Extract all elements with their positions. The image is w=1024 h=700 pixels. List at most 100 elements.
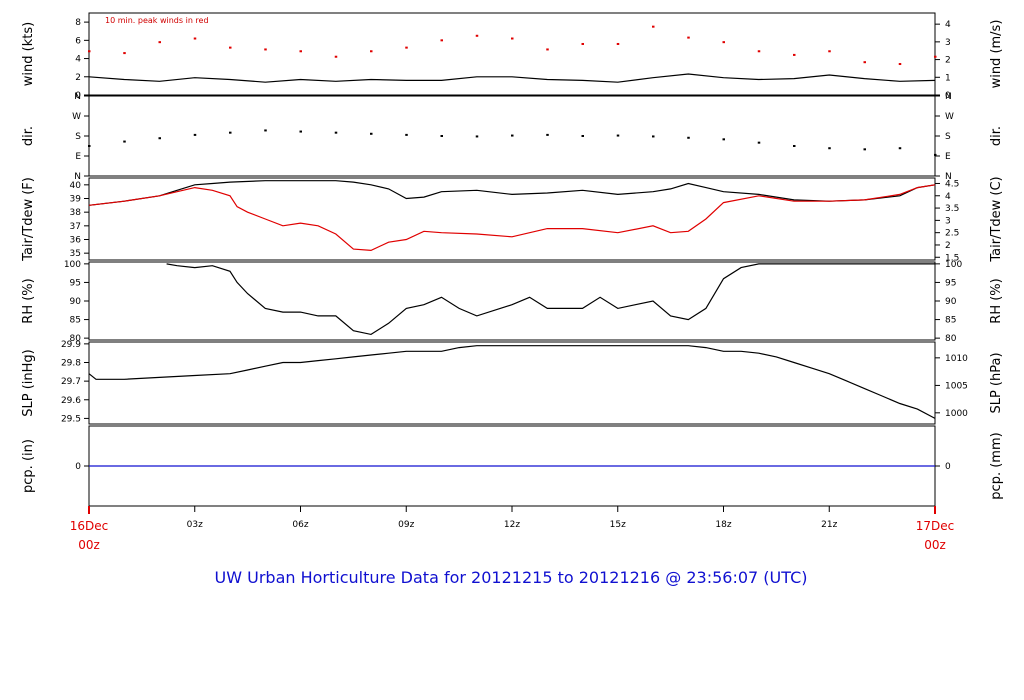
data-point-direction [793,145,796,147]
y-tick-left-label: 29.5 [61,414,81,424]
y-tick-left-label: 35 [70,249,81,259]
y-axis-label-right: pcp. (mm) [989,432,1004,499]
y-axis-label-right: Tair/Tdew (C) [989,176,1004,262]
data-point-peak [616,42,620,45]
y-tick-left-label: 85 [70,316,81,326]
y-tick-left-label: 37 [70,222,81,232]
series-line-Tair [88,180,936,206]
data-point-peak [898,63,902,66]
data-point-peak [334,55,338,58]
data-point-direction [334,131,338,134]
data-point-peak [405,46,408,49]
x-tick-label: 18z [715,520,731,530]
y-tick-left-label: N [74,172,81,182]
panel-slp [84,341,940,425]
data-point-peak [687,36,690,39]
data-point-direction [299,130,302,133]
y-axis-label-left: RH (%) [21,278,36,323]
y-tick-right-label: N [945,92,952,102]
y-axis-label-left: SLP (inHg) [21,349,36,417]
y-axis-label-left: Tair/Tdew (F) [21,177,36,262]
x-tick-label: 21z [821,520,837,530]
panel-dir [84,95,940,177]
panel-temp [84,177,940,261]
data-point-peak [511,37,514,40]
panel-rh [84,261,940,341]
x-start-label-day: 16Dec [70,519,109,533]
panel-annotation: 10 min. peak winds in red [105,16,209,25]
data-point-peak [581,42,584,45]
x-end-label-hour: 00z [924,538,946,552]
data-point-direction [652,135,655,138]
chart-title: UW Urban Horticulture Data for 20121215 … [215,568,808,587]
y-tick-left-label: W [72,112,81,122]
data-point-peak [757,50,761,53]
data-point-direction [757,141,761,144]
y-tick-right-label: 1005 [945,381,968,391]
y-tick-right-label: 4 [945,192,951,202]
y-tick-left-label: S [75,132,81,142]
data-point-direction [687,136,690,139]
y-tick-left-label: 29.7 [61,377,81,387]
y-tick-right-label: 0 [945,91,951,101]
data-point-peak [229,46,232,49]
y-axis-label-left: dir. [21,126,36,146]
y-tick-left-label: 39 [70,195,82,205]
y-tick-left-label: 95 [70,278,81,288]
y-tick-right-label: 4 [945,20,951,30]
x-tick-label: 09z [398,520,414,530]
x-tick-label: 03z [187,520,203,530]
y-tick-left-label: 8 [75,18,81,28]
y-axis-label-right: SLP (hPa) [989,352,1004,413]
panel-frame-temp [88,177,936,261]
y-tick-right-label: 2.5 [945,229,959,239]
panel-wind [84,12,940,96]
y-tick-right-label: 2 [945,241,951,251]
data-point-peak [88,50,91,53]
data-point-direction [475,135,479,138]
data-point-direction [898,147,902,150]
data-point-peak [370,50,373,53]
y-tick-left-label: 29.9 [61,340,81,350]
panel-pcp [84,425,940,507]
y-tick-right-label: 3 [945,38,951,48]
data-point-direction [88,145,91,147]
data-point-direction [511,134,514,137]
x-tick-label: 15z [610,520,626,530]
y-tick-left-label: 4 [75,55,81,65]
y-tick-right-label: E [945,152,951,162]
data-point-peak [158,41,161,44]
y-tick-right-label: 2 [945,56,951,66]
data-point-direction [193,133,197,136]
data-point-direction [123,140,126,143]
y-tick-right-label: 4.5 [945,179,959,189]
panel-frame-slp [88,341,936,425]
panel-frame-wind [88,12,936,96]
data-point-peak [722,41,725,44]
y-tick-right-label: 3 [945,216,951,226]
y-tick-left-label: 0 [75,462,81,472]
y-tick-right-label: 1.5 [945,253,959,263]
y-tick-right-label: 1000 [945,409,968,419]
y-tick-left-label: 100 [64,260,81,270]
x-start-label-hour: 00z [78,538,100,552]
data-point-peak [828,50,831,53]
y-tick-right-label: 3.5 [945,204,959,214]
series-line-SLP [88,345,936,419]
data-point-direction [863,148,866,151]
data-point-direction [934,153,937,156]
y-tick-right-label: 0 [945,462,951,472]
y-tick-left-label: 29.6 [61,396,81,406]
y-tick-left-label: 29.8 [61,359,81,369]
y-tick-right-label: 1 [945,73,951,83]
data-point-peak [475,34,479,37]
data-point-direction [440,135,443,137]
y-tick-left-label: 0 [75,91,81,101]
data-point-peak [863,61,866,64]
y-tick-left-label: E [75,152,81,162]
y-axis-label-left: wind (kts) [21,22,36,86]
y-tick-right-label: S [945,132,951,142]
data-point-peak [934,55,937,58]
data-point-peak [652,25,655,28]
